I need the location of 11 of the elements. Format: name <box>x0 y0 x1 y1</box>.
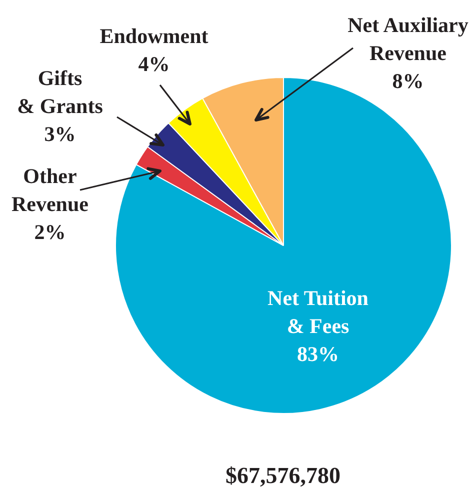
slice-label: Other Revenue <box>12 164 88 216</box>
data-label: 2% <box>34 220 66 244</box>
text: $67,576,780 <box>226 463 340 488</box>
data-label: 83% <box>297 342 339 366</box>
slice-label: Net Auxiliary Revenue <box>348 13 469 65</box>
data-label: 8% <box>392 69 424 93</box>
slice-label: Gifts & Grants <box>17 66 103 118</box>
slice-label: Endowment <box>100 24 208 48</box>
slice-label: Net Tuition & Fees <box>268 286 369 338</box>
data-label: 3% <box>44 122 76 146</box>
data-label: 4% <box>138 52 170 76</box>
